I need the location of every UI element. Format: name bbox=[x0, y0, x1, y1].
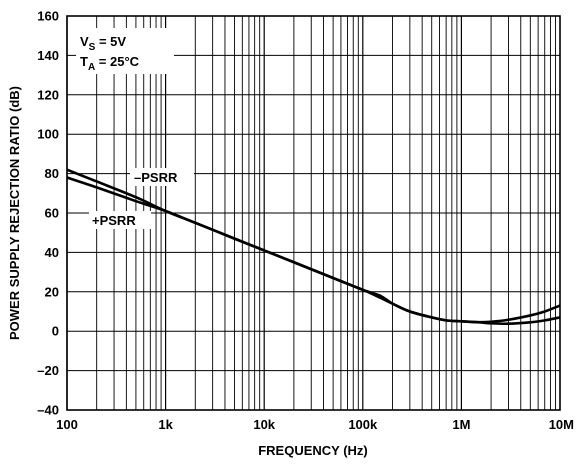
x-tick-labels: 100 1k 10k 100k 1M 10M bbox=[56, 417, 574, 432]
minus-psrr-label-bg bbox=[130, 168, 194, 186]
ta-subscript: A bbox=[88, 62, 95, 73]
y-tick-label: 120 bbox=[37, 87, 59, 102]
plus-psrr-label-bg bbox=[89, 211, 151, 229]
plot-frame bbox=[66, 15, 561, 411]
y-tick-labels: 160 140 120 100 80 60 40 20 0 –20 –40 bbox=[37, 9, 59, 418]
y-tick-label: 40 bbox=[45, 245, 59, 260]
ta-main: T bbox=[80, 54, 88, 69]
y-tick-label: 80 bbox=[45, 166, 59, 181]
y-axis-title: POWER SUPPLY REJECTION RATIO (dB) bbox=[7, 86, 22, 340]
y-tick-label: –20 bbox=[37, 363, 59, 378]
y-tick-label: 60 bbox=[45, 206, 59, 221]
x-tick-label: 100k bbox=[348, 417, 378, 432]
series-lines bbox=[66, 168, 561, 326]
series-label-plus-psrr: +PSRR bbox=[92, 213, 136, 228]
y-tick-label: –40 bbox=[37, 403, 59, 418]
supply-voltage-annotation: VS = 5V bbox=[80, 34, 126, 53]
grid-lines bbox=[66, 15, 560, 411]
y-tick-label: 100 bbox=[37, 127, 59, 142]
vs-main: V bbox=[80, 34, 89, 49]
vs-value: = 5V bbox=[95, 34, 126, 49]
x-tick-label: 1M bbox=[452, 417, 470, 432]
conditions-box-bg bbox=[76, 28, 174, 74]
ta-value: = 25°C bbox=[95, 54, 139, 69]
x-axis-title: FREQUENCY (Hz) bbox=[258, 443, 368, 458]
y-tick-label: 20 bbox=[45, 284, 59, 299]
y-tick-label: 140 bbox=[37, 48, 59, 63]
y-tick-label: 0 bbox=[52, 324, 59, 339]
y-tick-label: 160 bbox=[37, 9, 59, 24]
series-line-minus-psrr bbox=[66, 168, 561, 324]
x-tick-label: 10k bbox=[253, 417, 275, 432]
series-line-plus-psrr bbox=[66, 176, 561, 326]
vs-subscript: S bbox=[89, 42, 96, 53]
x-tick-label: 10M bbox=[549, 417, 574, 432]
temperature-annotation: TA = 25°C bbox=[80, 54, 140, 73]
x-tick-label: 100 bbox=[56, 417, 78, 432]
x-tick-label: 1k bbox=[158, 417, 173, 432]
series-label-minus-psrr: –PSRR bbox=[134, 170, 178, 185]
